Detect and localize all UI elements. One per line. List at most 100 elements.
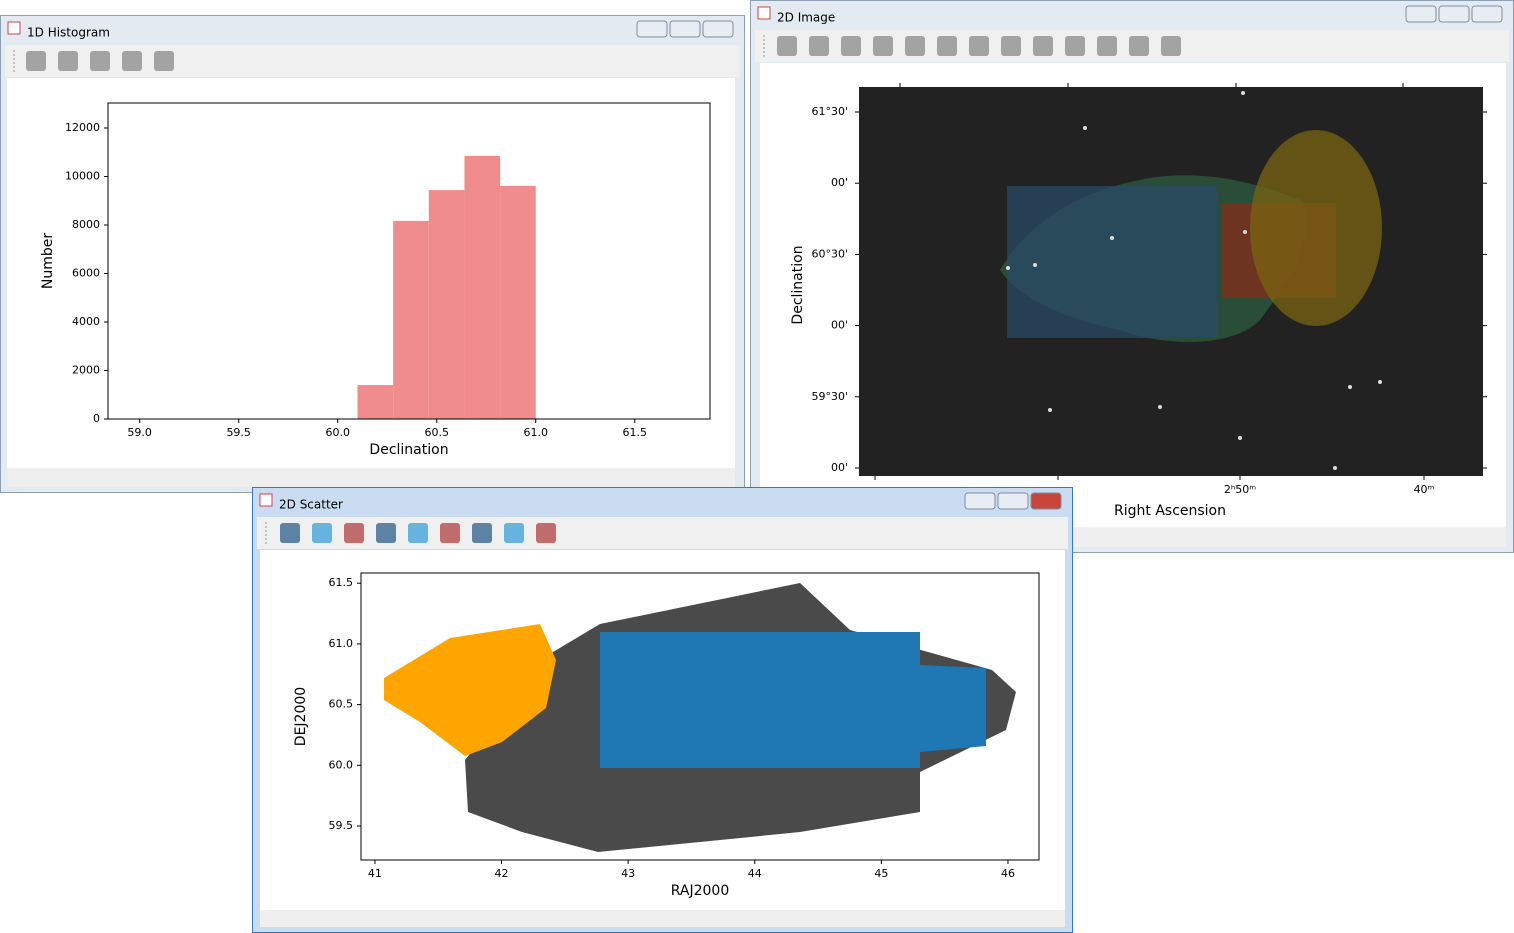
- tool-button[interactable]: [504, 523, 524, 543]
- tool-button[interactable]: [1033, 36, 1053, 56]
- star: [1048, 408, 1052, 412]
- tool-button[interactable]: [1097, 36, 1117, 56]
- window-title: 2D Scatter: [279, 498, 343, 512]
- tool-button[interactable]: [937, 36, 957, 56]
- star: [1033, 263, 1037, 267]
- tool-button[interactable]: [905, 36, 925, 56]
- y-tick-label: 8000: [72, 218, 100, 231]
- x-tick-label: 2ʰ50ᵐ: [1224, 483, 1256, 496]
- title-icon: [757, 6, 771, 20]
- star: [1243, 230, 1247, 234]
- y-tick-label: 00': [831, 319, 848, 332]
- x-tick-label: 42: [495, 867, 509, 880]
- histogram-bar: [428, 190, 465, 419]
- maximize-button[interactable]: [1438, 5, 1470, 23]
- tool-button[interactable]: [154, 51, 174, 71]
- tool-button[interactable]: [841, 36, 861, 56]
- window-title: 2D Image: [777, 11, 835, 25]
- status-bar: [260, 910, 1065, 927]
- close-button[interactable]: [702, 20, 734, 38]
- x-axis-label: Right Ascension: [1114, 503, 1226, 519]
- tool-button[interactable]: [536, 523, 556, 543]
- status-bar: [7, 468, 735, 487]
- x-tick-label: 61.5: [623, 426, 648, 439]
- region-ellipse: [1250, 130, 1382, 326]
- tool-button[interactable]: [280, 523, 300, 543]
- x-tick-label: 41: [368, 867, 382, 880]
- star: [1006, 266, 1010, 270]
- tool-button[interactable]: [122, 51, 142, 71]
- tool-button[interactable]: [408, 523, 428, 543]
- y-tick-label: 61°30': [811, 105, 848, 118]
- tool-button[interactable]: [440, 523, 460, 543]
- tool-button[interactable]: [1129, 36, 1149, 56]
- x-tick-label: 60.0: [325, 426, 350, 439]
- minimize-button[interactable]: [636, 20, 668, 38]
- y-tick-label: 0: [93, 412, 100, 425]
- close-button[interactable]: [1030, 492, 1062, 510]
- star: [1083, 126, 1087, 130]
- y-axis-label: DEJ2000: [293, 687, 309, 746]
- x-tick-label: 59.0: [127, 426, 152, 439]
- histogram-bar: [393, 220, 429, 419]
- minimize-button[interactable]: [964, 492, 996, 510]
- x-tick-label: 60.5: [424, 426, 449, 439]
- tool-button[interactable]: [344, 523, 364, 543]
- star: [1378, 380, 1382, 384]
- tool-button[interactable]: [1065, 36, 1085, 56]
- x-axis-label: RAJ2000: [671, 883, 730, 899]
- tool-button[interactable]: [873, 36, 893, 56]
- tool-button[interactable]: [777, 36, 797, 56]
- title-icon: [259, 493, 273, 507]
- title-icon: [7, 21, 21, 35]
- y-tick-label: 61.0: [329, 637, 354, 650]
- histogram-bar: [464, 155, 501, 419]
- window-title: 1D Histogram: [27, 26, 110, 40]
- y-tick-label: 61.5: [329, 576, 354, 589]
- tool-button[interactable]: [376, 523, 396, 543]
- tool-button[interactable]: [312, 523, 332, 543]
- y-tick-label: 00': [831, 461, 848, 474]
- star: [1158, 405, 1162, 409]
- star: [1333, 466, 1337, 470]
- plot-frame: [360, 572, 1040, 861]
- tool-button[interactable]: [1161, 36, 1181, 56]
- tool-button[interactable]: [26, 51, 46, 71]
- y-tick-label: 59°30': [811, 390, 848, 403]
- x-tick-label: 46: [1001, 867, 1015, 880]
- y-tick-label: 12000: [65, 121, 100, 134]
- star: [1110, 236, 1114, 240]
- close-button[interactable]: [1471, 5, 1503, 23]
- x-axis-label: Declination: [369, 442, 448, 458]
- y-tick-label: 60°30': [811, 247, 848, 260]
- tool-button[interactable]: [472, 523, 492, 543]
- x-tick-label: 44: [748, 867, 762, 880]
- tool-button[interactable]: [809, 36, 829, 56]
- selected-cloud: [600, 632, 986, 768]
- y-axis-label: Declination: [790, 245, 806, 324]
- toolbar: [5, 45, 740, 77]
- x-tick-label: 43: [621, 867, 635, 880]
- tool-button[interactable]: [58, 51, 78, 71]
- histogram-window: 1D Histogram 59.0 59.5 60.0 60.5 61.0 61.5 0 200…: [0, 15, 745, 493]
- maximize-button[interactable]: [669, 20, 701, 38]
- star: [1241, 91, 1245, 95]
- tool-button[interactable]: [90, 51, 110, 71]
- y-tick-label: 59.5: [329, 819, 354, 832]
- y-tick-label: 60.0: [329, 758, 354, 771]
- tool-button[interactable]: [1001, 36, 1021, 56]
- region-box: [1007, 186, 1217, 338]
- x-tick-label: 40ᵐ: [1414, 483, 1435, 496]
- selected-cloud: [384, 624, 556, 756]
- y-tick-label: 6000: [72, 266, 100, 279]
- y-axis-label: Number: [40, 233, 56, 289]
- y-tick-label: 2000: [72, 363, 100, 376]
- maximize-button[interactable]: [997, 492, 1029, 510]
- scatter-window: 2D Scatter 41 42 43 44 45 46 59.5 60.0 60.5 61.0 61…: [252, 487, 1073, 933]
- y-tick-label: 60.5: [329, 698, 354, 711]
- x-tick-label: 61.0: [523, 426, 548, 439]
- tool-button[interactable]: [969, 36, 989, 56]
- minimize-button[interactable]: [1405, 5, 1437, 23]
